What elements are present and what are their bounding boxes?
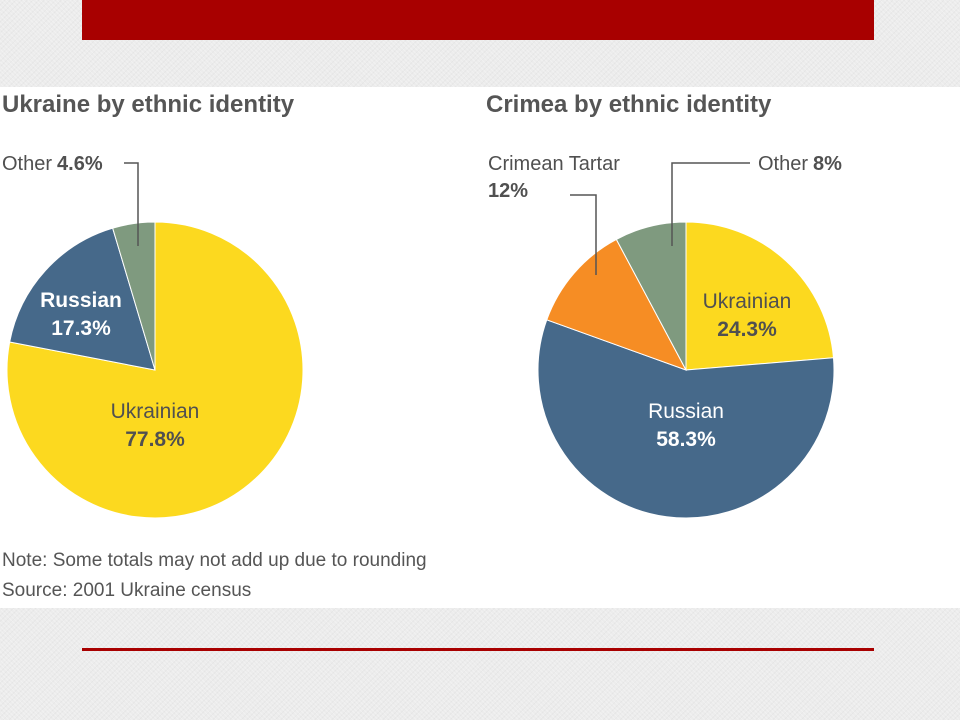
ukraine-other-leader-line — [124, 162, 139, 246]
ukraine-russian-label: Russian — [40, 289, 122, 312]
crimea-russian-label: Russian — [648, 400, 724, 423]
ukraine-slice-russian — [9, 227, 156, 371]
crimea-slice-ukrainian — [685, 221, 835, 371]
pie-charts-canvas: Ukraine by ethnic identity Other 4.6% Rus… — [2, 91, 842, 519]
crimea-chart-title: Crimea by ethnic identity — [486, 91, 772, 118]
ukraine-slice-other — [112, 221, 156, 371]
source-note: Source: 2001 Ukraine census — [2, 580, 252, 601]
crimea-slice-other — [615, 221, 687, 371]
top-accent-bar — [82, 0, 874, 40]
infographic-panel: Ukraine by ethnic identity Other 4.6% Rus… — [0, 87, 960, 608]
crimea-slice-russian — [537, 319, 835, 519]
crimea-slice-crimean-tartar — [546, 238, 688, 371]
crimea-russian-value: 58.3% — [656, 428, 716, 451]
crimea-tartar-value: 12% — [488, 180, 528, 202]
crimea-other-label: Other 8% — [758, 153, 842, 175]
ukraine-ukrainian-label: Ukrainian — [111, 400, 200, 423]
ukraine-pie-chart: Ukraine by ethnic identity Other 4.6% Rus… — [2, 91, 304, 519]
crimea-tartar-label: Crimean Tartar — [488, 153, 620, 175]
ukraine-other-label: Other 4.6% — [2, 153, 103, 175]
crimea-other-leader-line — [671, 162, 750, 246]
bottom-accent-rule — [82, 648, 874, 651]
rounding-note: Note: Some totals may not add up due to … — [2, 550, 427, 571]
crimea-ukrainian-value: 24.3% — [717, 318, 777, 341]
crimea-tartar-leader-line — [570, 194, 597, 275]
crimea-ukrainian-label: Ukrainian — [703, 290, 792, 313]
ukraine-chart-title: Ukraine by ethnic identity — [2, 91, 295, 118]
ukraine-russian-value: 17.3% — [51, 317, 111, 340]
ukraine-ukrainian-value: 77.8% — [125, 428, 185, 451]
crimea-pie-chart: Crimea by ethnic identity Crimean Tartar… — [486, 91, 842, 519]
